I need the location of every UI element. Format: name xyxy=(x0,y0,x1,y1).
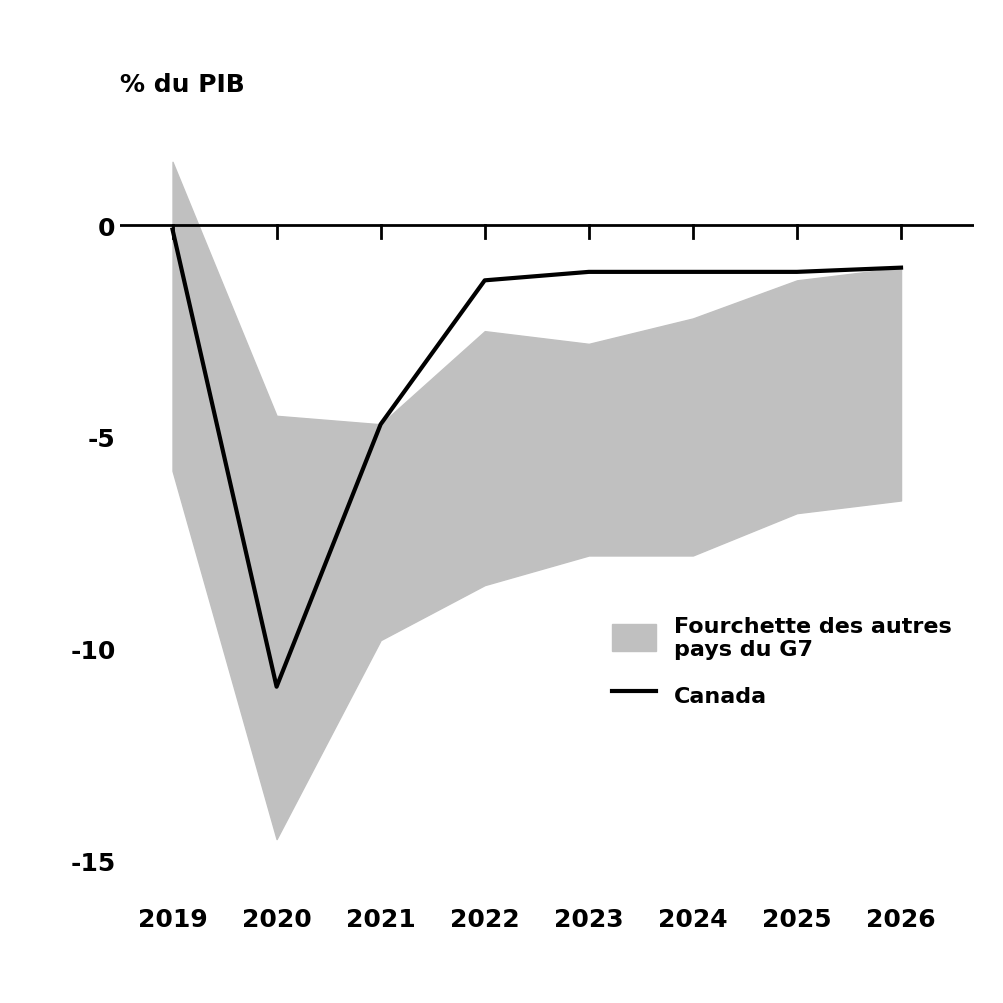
Legend: Fourchette des autres
pays du G7, Canada: Fourchette des autres pays du G7, Canada xyxy=(600,605,962,719)
Text: % du PIB: % du PIB xyxy=(120,73,245,97)
